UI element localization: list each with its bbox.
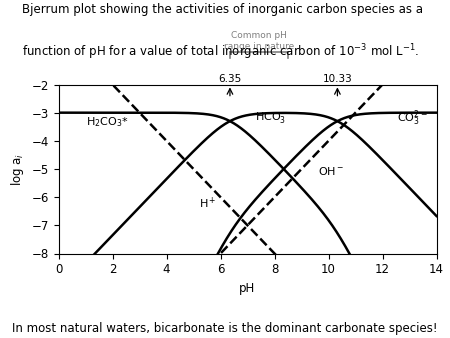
Text: function of pH for a value of total inorganic carbon of $10^{-3}$ mol L$^{-1}$.: function of pH for a value of total inor…: [22, 42, 420, 62]
Y-axis label: log a$_i$: log a$_i$: [9, 152, 26, 186]
Text: Bjerrum plot showing the activities of inorganic carbon species as a: Bjerrum plot showing the activities of i…: [22, 3, 423, 16]
Text: H$_2$CO$_3$*: H$_2$CO$_3$*: [86, 115, 128, 129]
Text: H$^+$: H$^+$: [199, 196, 216, 211]
Text: HCO$_3^-$: HCO$_3^-$: [255, 111, 289, 125]
X-axis label: pH: pH: [239, 282, 256, 295]
Text: In most natural waters, bicarbonate is the dominant carbonate species!: In most natural waters, bicarbonate is t…: [12, 322, 438, 335]
Text: OH$^-$: OH$^-$: [318, 165, 344, 177]
Text: 6.35: 6.35: [218, 74, 242, 84]
Text: 10.33: 10.33: [323, 74, 352, 84]
Text: CO$_3^{2-}$: CO$_3^{2-}$: [397, 108, 427, 128]
Text: Common pH
range in nature: Common pH range in nature: [224, 31, 294, 51]
